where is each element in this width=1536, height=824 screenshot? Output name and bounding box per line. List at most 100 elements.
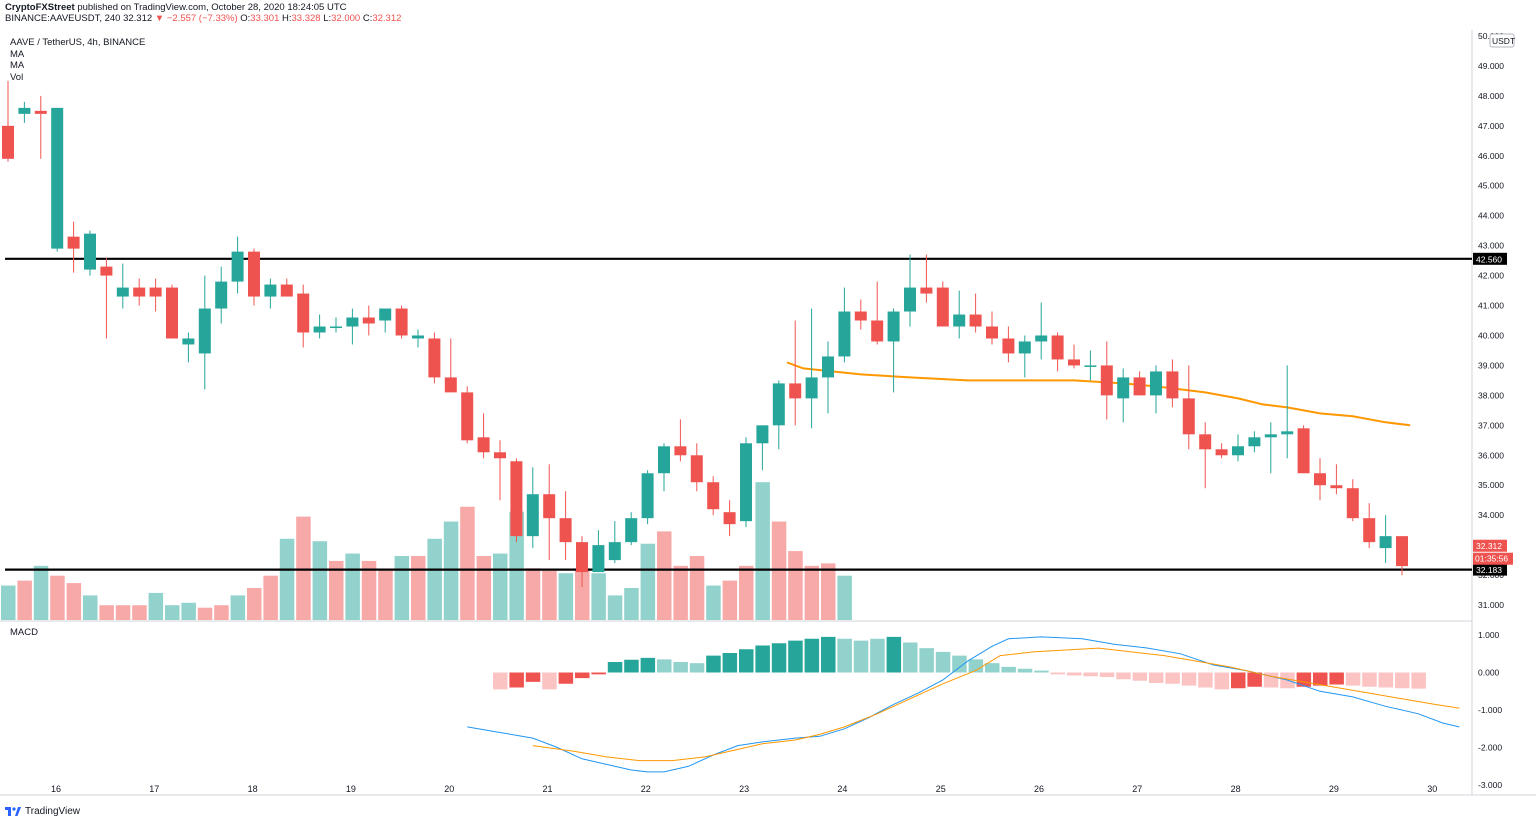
volume-bar <box>722 580 738 620</box>
candle <box>789 320 802 426</box>
macd-histogram-bar <box>1247 672 1262 687</box>
y-tick-label: 49.000 <box>1478 61 1504 71</box>
legend-title[interactable]: AAVE / TetherUS, 4h, BINANCE <box>10 37 146 48</box>
legend-vol[interactable]: Vol <box>10 72 24 83</box>
macd-histogram-bar <box>1231 672 1246 689</box>
candle <box>510 458 523 543</box>
candle-body <box>887 311 900 342</box>
macd-histogram-bar <box>1345 672 1361 686</box>
x-tick-label: 16 <box>51 784 61 794</box>
macd-histogram-bar <box>1083 672 1098 677</box>
candle-body <box>1150 371 1162 396</box>
y-tick-label: 47.000 <box>1478 121 1504 131</box>
candle-body <box>1314 473 1326 486</box>
candle <box>936 281 949 327</box>
legend-ma-1[interactable]: MA <box>10 49 25 60</box>
volume-bar <box>689 556 705 620</box>
macd-histogram-bar <box>558 672 574 684</box>
symbol-name: BINANCE:AAVEUSDT, 240 <box>5 13 121 24</box>
volume-bar <box>181 602 196 620</box>
candle <box>690 443 703 492</box>
macd-histogram-bar <box>1263 672 1279 688</box>
macd-histogram-bar <box>1395 672 1410 689</box>
candle-body <box>690 455 703 483</box>
candle <box>1100 341 1113 420</box>
candle-body <box>149 287 162 297</box>
volume-bar <box>214 605 229 620</box>
level-price-tag <box>1473 252 1507 265</box>
macd-histogram-bar <box>1378 672 1394 688</box>
footer-brand[interactable]: TradingView <box>25 805 81 817</box>
macd-histogram-bar <box>1329 672 1344 685</box>
macd-histogram-bar <box>837 638 852 673</box>
x-tick-label: 25 <box>936 784 946 794</box>
y-tick-label: 42.000 <box>1478 271 1504 281</box>
candle-body <box>280 284 293 297</box>
candle <box>1281 365 1294 459</box>
candle-body <box>920 287 933 294</box>
candle <box>871 281 884 345</box>
volume-bar <box>148 592 164 620</box>
candle <box>362 305 375 336</box>
published-text: published on TradingView.com, October 28… <box>77 2 347 13</box>
candle-body <box>461 392 474 441</box>
publisher-name[interactable]: CryptoFXStreet <box>5 2 75 13</box>
y-tick-label: 44.000 <box>1478 211 1504 221</box>
candle <box>904 254 916 327</box>
candle-body <box>592 545 605 573</box>
candle <box>1248 431 1261 453</box>
volume-bar <box>706 585 721 620</box>
macd-histogram-bar <box>919 648 934 673</box>
last-price-label: 32.312 <box>1476 541 1502 551</box>
x-tick-label: 28 <box>1231 784 1241 794</box>
candle <box>166 284 178 339</box>
volume-bar <box>17 580 32 620</box>
candle <box>641 470 654 525</box>
candle-body <box>51 107 64 249</box>
macd-histogram-bar <box>1411 672 1426 689</box>
macd-histogram-bar <box>493 672 508 690</box>
x-tick-label: 21 <box>543 784 553 794</box>
candle <box>346 308 359 345</box>
candle-body <box>1346 488 1359 519</box>
candle-body <box>510 461 523 537</box>
macd-histogram-bar <box>886 636 902 673</box>
candle <box>477 413 490 459</box>
macd-histogram-bar <box>804 638 820 673</box>
candle-body <box>1084 365 1097 367</box>
countdown-label: 01:35:56 <box>1475 554 1508 564</box>
candle <box>887 308 900 393</box>
volume-bar <box>509 511 524 620</box>
volume-bar <box>247 588 262 620</box>
macd-histogram-bar <box>525 672 541 682</box>
candle <box>248 248 260 306</box>
candle-body <box>953 314 966 327</box>
candle-body <box>1117 377 1130 399</box>
candle <box>149 278 162 312</box>
candle <box>625 512 638 546</box>
candle <box>461 386 474 444</box>
candle-body <box>1264 434 1277 438</box>
macd-legend[interactable]: MACD <box>10 627 38 638</box>
candle <box>1002 326 1015 363</box>
candle <box>608 521 621 564</box>
ohlc-low-label: L: <box>323 13 332 24</box>
volume-bar <box>542 570 557 620</box>
candle <box>51 107 64 252</box>
candle-body <box>379 308 392 321</box>
candle-body <box>133 287 146 297</box>
publish-line: CryptoFXStreet published on TradingView.… <box>5 2 347 13</box>
candle <box>1297 425 1310 474</box>
tradingview-logo-icon[interactable] <box>5 805 21 817</box>
volume-bar <box>607 595 623 620</box>
candle <box>1182 365 1195 450</box>
macd-y-tick-label: -2.000 <box>1478 743 1502 753</box>
volume-bar <box>378 570 393 620</box>
volume-bar <box>411 556 426 620</box>
y-tick-label: 39.000 <box>1478 360 1504 370</box>
y-tick-label: 35.000 <box>1478 480 1504 490</box>
legend-ma-2[interactable]: MA <box>10 60 25 71</box>
candle-body <box>707 482 720 510</box>
volume-bar <box>33 565 49 620</box>
